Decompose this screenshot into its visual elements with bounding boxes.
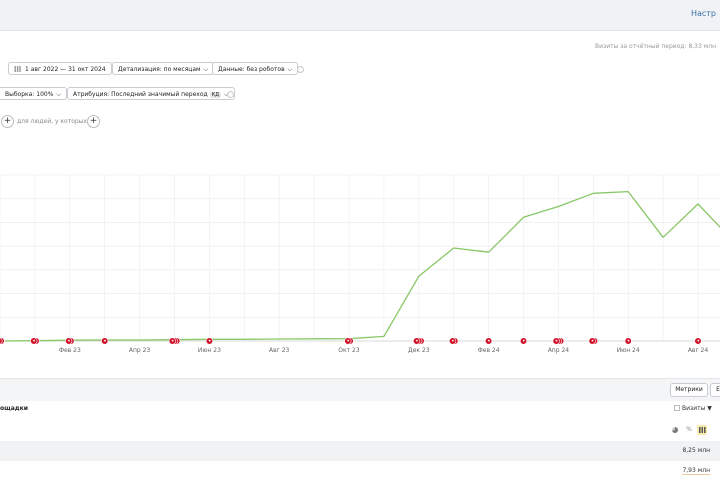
- x-tick-label: Июн 24: [617, 347, 640, 354]
- x-tick-label: Окт 23: [338, 347, 360, 354]
- bar-chart-mode-icon[interactable]: [697, 425, 707, 435]
- visits-value: 7,93 млн: [682, 467, 710, 475]
- percent-mode-icon[interactable]: %: [684, 425, 694, 435]
- sort-desc-icon[interactable]: ▼: [707, 405, 712, 412]
- annotation-marker: [65, 338, 74, 345]
- x-tick-label: Фев 24: [478, 347, 500, 354]
- visits-value: 8,25 млн: [682, 447, 710, 454]
- annotation-marker: [101, 338, 108, 345]
- marker-glint: [628, 340, 630, 342]
- marker-glint: [209, 340, 211, 342]
- annotation-marker: [345, 338, 354, 345]
- visits-column-header[interactable]: Визиты ▼: [674, 405, 712, 412]
- table-row[interactable]: 8,25 млн: [0, 441, 720, 461]
- table-row[interactable]: 7,93 млн: [0, 461, 720, 481]
- chart-x-labels: Фев 23 Апр 23 Июн 23 Авг 23 Окт 23 Дек 23 Фев …: [59, 347, 709, 354]
- annotation-marker: [695, 338, 702, 345]
- visits-header-label: Визиты: [682, 405, 705, 412]
- x-tick-label: Фев 23: [59, 347, 81, 354]
- x-tick-label: Июн 23: [198, 347, 221, 354]
- x-tick-label: Авг 24: [688, 347, 709, 354]
- marker-glint: [104, 340, 106, 342]
- marker-glint: [452, 340, 454, 342]
- annotation-marker: [0, 338, 4, 345]
- annotation-marker: [169, 338, 180, 345]
- annotation-marker: [413, 338, 424, 345]
- marker-glint: [68, 340, 70, 342]
- metrics-button[interactable]: Метрики: [670, 383, 708, 397]
- annotation-marker: [449, 338, 458, 345]
- marker-glint: [592, 340, 594, 342]
- marker-glint: [556, 340, 558, 342]
- x-tick-label: Авг 23: [269, 347, 290, 354]
- marker-glint: [347, 340, 349, 342]
- marker-glint: [697, 340, 699, 342]
- marker-glint: [172, 340, 174, 342]
- annotation-marker: [520, 338, 527, 345]
- dimension-column-header[interactable]: ощадки: [0, 405, 28, 412]
- series-line: [0, 192, 720, 341]
- annotation-marker: [589, 338, 598, 345]
- pie-chart-mode-icon[interactable]: [670, 425, 680, 435]
- marker-glint: [33, 340, 35, 342]
- annotation-marker: [625, 338, 632, 345]
- checkbox-icon[interactable]: [674, 405, 680, 411]
- annotation-marker: [485, 338, 492, 345]
- marker-glint: [523, 340, 525, 342]
- chart-grid: [0, 175, 720, 341]
- annotation-markers: [0, 338, 701, 345]
- x-tick-label: Апр 24: [548, 347, 570, 354]
- series-points: [0, 192, 720, 341]
- annotation-marker: [206, 338, 213, 345]
- annotation-marker: [553, 338, 564, 345]
- annotation-marker: [31, 338, 40, 345]
- marker-glint: [416, 340, 418, 342]
- x-tick-label: Апр 23: [129, 347, 151, 354]
- visits-line-chart: Фев 23 Апр 23 Июн 23 Авг 23 Окт 23 Дек 23 Фев …: [0, 0, 720, 360]
- table-toolbar: [0, 378, 720, 401]
- marker-glint: [488, 340, 490, 342]
- more-button[interactable]: Е: [710, 383, 720, 397]
- x-tick-label: Дек 23: [408, 347, 430, 354]
